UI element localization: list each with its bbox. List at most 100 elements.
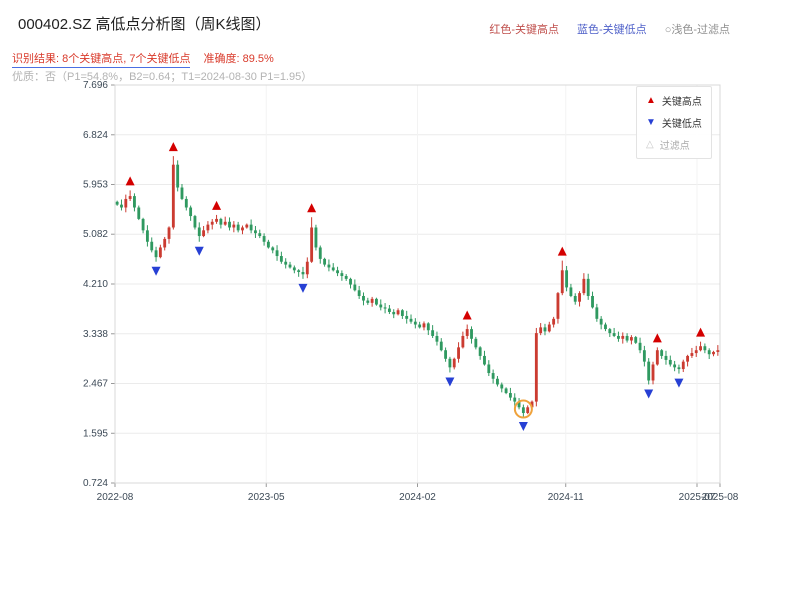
key-low-marker [644, 389, 654, 399]
candle-body [625, 335, 629, 341]
key-low-legend-label: 关键低点 [661, 119, 702, 130]
candle-body [426, 323, 430, 331]
key-low-marker [518, 422, 528, 432]
candle-body [353, 284, 357, 291]
candle-body [560, 270, 564, 294]
candle-body [552, 318, 556, 325]
candle-body [413, 321, 417, 325]
candle-body [310, 227, 314, 262]
candle-body [370, 298, 374, 303]
key-high-legend-label: 关键高点 [661, 97, 702, 108]
candle-body [202, 230, 206, 237]
page-title: 000402.SZ 高低点分析图（周K线图） [18, 16, 271, 33]
x-axis-labels: 2022-08 2023-05 2024-02 2024-11 2025-072025-… [97, 492, 739, 503]
candle-body [128, 196, 132, 199]
candle-body [349, 278, 352, 285]
candle-body [638, 342, 642, 351]
candle-body [318, 247, 322, 259]
candle-body [258, 233, 262, 237]
filter-triangle-icon: △ [646, 138, 654, 150]
candle-body [232, 224, 236, 228]
candle-body [660, 350, 664, 356]
key-high-marker [125, 176, 135, 186]
candle-body [699, 346, 702, 351]
candle-body [642, 350, 646, 362]
candle-body [526, 407, 530, 414]
key-low-marker [674, 378, 684, 388]
candle-body [452, 358, 456, 368]
candle-body [439, 341, 443, 351]
candle-body [163, 238, 167, 248]
chart-legend-item-filter: △ 过滤点 [646, 137, 702, 152]
candle-body [483, 355, 486, 365]
candle-body [206, 224, 210, 231]
candle-body [115, 201, 119, 205]
candle-body [249, 224, 253, 231]
candle-body [331, 267, 335, 271]
candle-body [565, 270, 569, 288]
candle-body [297, 270, 301, 273]
candle-body [591, 295, 594, 308]
key-low-triangle-icon: ▼ [646, 116, 656, 128]
candle-body [530, 401, 534, 408]
candle-body [210, 221, 214, 225]
candle-body [197, 227, 201, 237]
candle-body [124, 198, 128, 208]
x-axis-tick-label: 2025-07 [679, 492, 716, 503]
x-axis-tick-label: 2022-08 [97, 492, 134, 503]
candle-body [634, 337, 638, 343]
candle-body [496, 378, 499, 385]
y-axis-labels: 7.696 6.824 5.953 5.082 4.210 3.338 2.467 1.595… [83, 80, 108, 489]
candle-body [431, 330, 435, 336]
candle-body [262, 236, 266, 242]
x-axis-tick-label: 2024-02 [399, 492, 436, 503]
candle-body [241, 227, 244, 231]
candle-body [236, 224, 240, 231]
key-low-marker [194, 246, 204, 256]
y-axis-tick-label: 6.824 [83, 130, 108, 141]
candle-body [137, 207, 141, 219]
candles-group [115, 156, 720, 418]
candle-body [474, 338, 478, 348]
candle-body [569, 287, 573, 296]
candle-body [573, 295, 577, 302]
candle-body [344, 276, 348, 279]
candle-body [215, 218, 218, 222]
candle-body [504, 388, 508, 394]
candle-body [547, 324, 551, 332]
x-axis-tick-label: 2024-11 [548, 492, 584, 503]
recognition-result-line: 识别结果: 8个关键高点, 7个关键低点 准确度: 89.5% [12, 50, 274, 68]
candle-body [379, 304, 383, 308]
candle-body [284, 261, 288, 265]
candle-body [578, 293, 581, 302]
chart-legend-item-low: ▼ 关键低点 [646, 115, 702, 130]
candle-body [271, 247, 275, 251]
gridlines [111, 84, 721, 487]
candle-body [392, 311, 396, 315]
candle-body [409, 318, 413, 322]
candle-body [517, 401, 521, 408]
candle-body [435, 335, 439, 342]
key-high-marker [307, 203, 317, 213]
key-low-markers [151, 246, 684, 432]
candle-body [673, 364, 677, 368]
candle-body [150, 241, 154, 251]
candle-body [279, 256, 283, 262]
candle-body [340, 273, 344, 277]
filter-legend-label: 过滤点 [659, 141, 690, 152]
legend-filter-label: ○浅色-过滤点 [664, 24, 730, 36]
candle-body [219, 218, 223, 225]
candle-body [716, 350, 720, 352]
candle-body [690, 353, 694, 356]
candle-body [629, 337, 633, 341]
candle-body [422, 323, 426, 328]
candle-body [608, 329, 612, 334]
candle-body [223, 221, 227, 225]
y-axis-tick-label: 1.595 [83, 428, 108, 439]
recognition-result: 识别结果: 8个关键高点, 7个关键低点 [12, 53, 191, 68]
candle-body [145, 230, 149, 242]
candle-body [176, 164, 180, 188]
candle-body [513, 397, 517, 402]
